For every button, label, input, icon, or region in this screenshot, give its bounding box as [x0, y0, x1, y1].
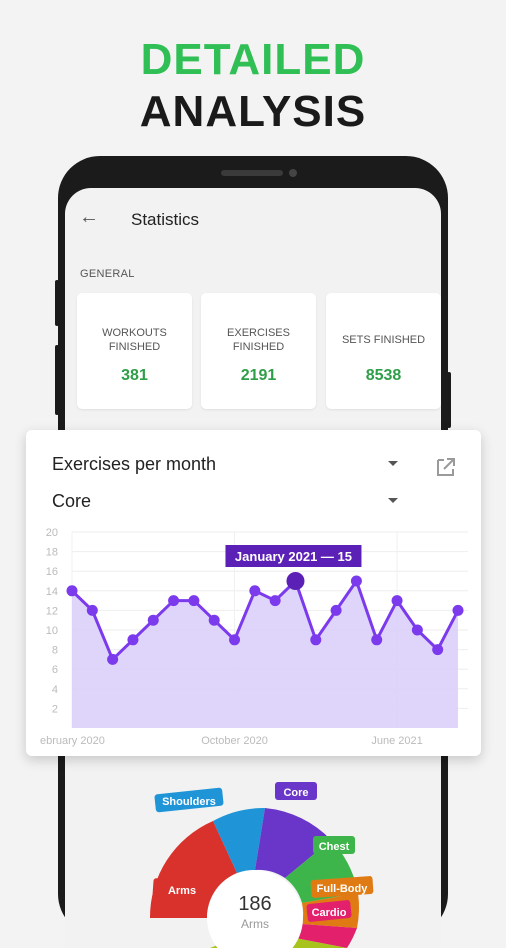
data-point: [269, 595, 281, 607]
data-point: [147, 614, 159, 626]
y-tick-label: 20: [46, 527, 58, 539]
data-point: [208, 614, 220, 626]
donut-label-arms: Arms: [168, 885, 196, 897]
y-tick-label: 4: [52, 684, 58, 696]
headline-line2: ANALYSIS: [139, 87, 367, 136]
data-point: [411, 624, 423, 636]
stat-label: SETS FINISHED: [341, 334, 426, 346]
data-point: [310, 634, 322, 646]
tooltip-label: January 2021 — 15: [235, 549, 352, 564]
donut-label-chest: Chest: [319, 841, 350, 853]
x-tick-label: June 2021: [371, 735, 422, 747]
donut-center-value: 186: [238, 893, 271, 915]
donut-label-full-body: Full-Body: [317, 883, 369, 895]
data-point: [168, 595, 180, 607]
donut-label-bg: [154, 787, 224, 813]
phone-button: [55, 345, 59, 415]
data-point: [249, 585, 261, 597]
stat-value: 381: [121, 367, 148, 384]
donut-label-cardio: Cardio: [312, 907, 347, 919]
data-point: [86, 604, 98, 616]
y-tick-label: 10: [46, 625, 58, 637]
category-select[interactable]: Core: [52, 491, 92, 511]
metric-select[interactable]: Exercises per month: [52, 454, 217, 474]
back-arrow-icon[interactable]: ←: [79, 206, 99, 228]
stat-value: 8538: [365, 367, 402, 384]
area-fill: [72, 581, 458, 728]
y-tick-label: 16: [46, 566, 58, 578]
stat-label: FINISHED: [232, 341, 285, 353]
tooltip-box: [225, 545, 362, 567]
phone-button: [55, 280, 59, 326]
data-point: [286, 572, 305, 590]
donut-segment-shoulders[interactable]: [213, 807, 265, 873]
stat-value: 2191: [240, 367, 277, 384]
x-tick-label: ebruary 2020: [40, 735, 105, 747]
chevron-down-icon[interactable]: [388, 498, 398, 503]
donut-label-bg: [152, 878, 212, 900]
phone-camera: [289, 169, 297, 177]
data-point: [188, 595, 200, 607]
y-tick-label: 2: [52, 703, 58, 715]
donut-label-bg: [275, 782, 317, 800]
data-point: [127, 634, 139, 646]
section-general-label: GENERAL: [80, 268, 135, 280]
donut-label-shoulders: Shoulders: [162, 796, 216, 808]
stat-label: WORKOUTS: [102, 327, 167, 339]
y-tick-label: 12: [46, 605, 58, 617]
data-point: [229, 634, 241, 646]
stat-card-sets: SETS FINISHED 8538: [326, 293, 441, 409]
data-point: [452, 604, 464, 616]
donut-label-core: Core: [283, 787, 308, 799]
data-point: [432, 644, 444, 656]
data-point: [350, 575, 362, 587]
data-point: [391, 595, 403, 607]
x-tick-label: October 2020: [201, 735, 268, 747]
phone-speaker: [221, 170, 283, 176]
data-point: [66, 585, 78, 597]
y-tick-label: 18: [46, 547, 58, 559]
headline-line1: DETAILED: [140, 35, 366, 84]
chart-card: Exercises per month Core 20 18 16 14 12 10 8 6 4…: [26, 430, 481, 756]
stat-label: FINISHED: [108, 341, 161, 353]
y-tick-label: 6: [52, 664, 58, 676]
data-point: [371, 634, 383, 646]
data-point: [330, 604, 342, 616]
stat-label: EXERCISES: [227, 327, 290, 339]
muscle-group-donut-chart: Arms Shoulders Core Chest Full-Body Card…: [149, 782, 374, 948]
chevron-down-icon[interactable]: [388, 461, 398, 466]
app-bar: ← Statistics: [65, 188, 441, 252]
donut-center-label: Arms: [241, 917, 269, 931]
donut-segment-core[interactable]: [255, 808, 331, 878]
page-title: Statistics: [131, 210, 200, 229]
donut-label-bg: [310, 876, 374, 898]
stat-card-workouts: WORKOUTS FINISHED 381: [77, 293, 192, 409]
y-tick-label: 14: [46, 586, 58, 598]
data-point: [107, 653, 119, 665]
y-tick-label: 8: [52, 645, 58, 657]
donut-label-bg: [313, 836, 355, 854]
phone-button: [447, 372, 451, 428]
stat-card-exercises: EXERCISES FINISHED 2191: [201, 293, 316, 409]
open-external-icon[interactable]: [435, 456, 457, 478]
exercises-line-chart: 20 18 16 14 12 10 8 6 4 2 January 2021 — 15 ebruary…: [40, 527, 468, 747]
